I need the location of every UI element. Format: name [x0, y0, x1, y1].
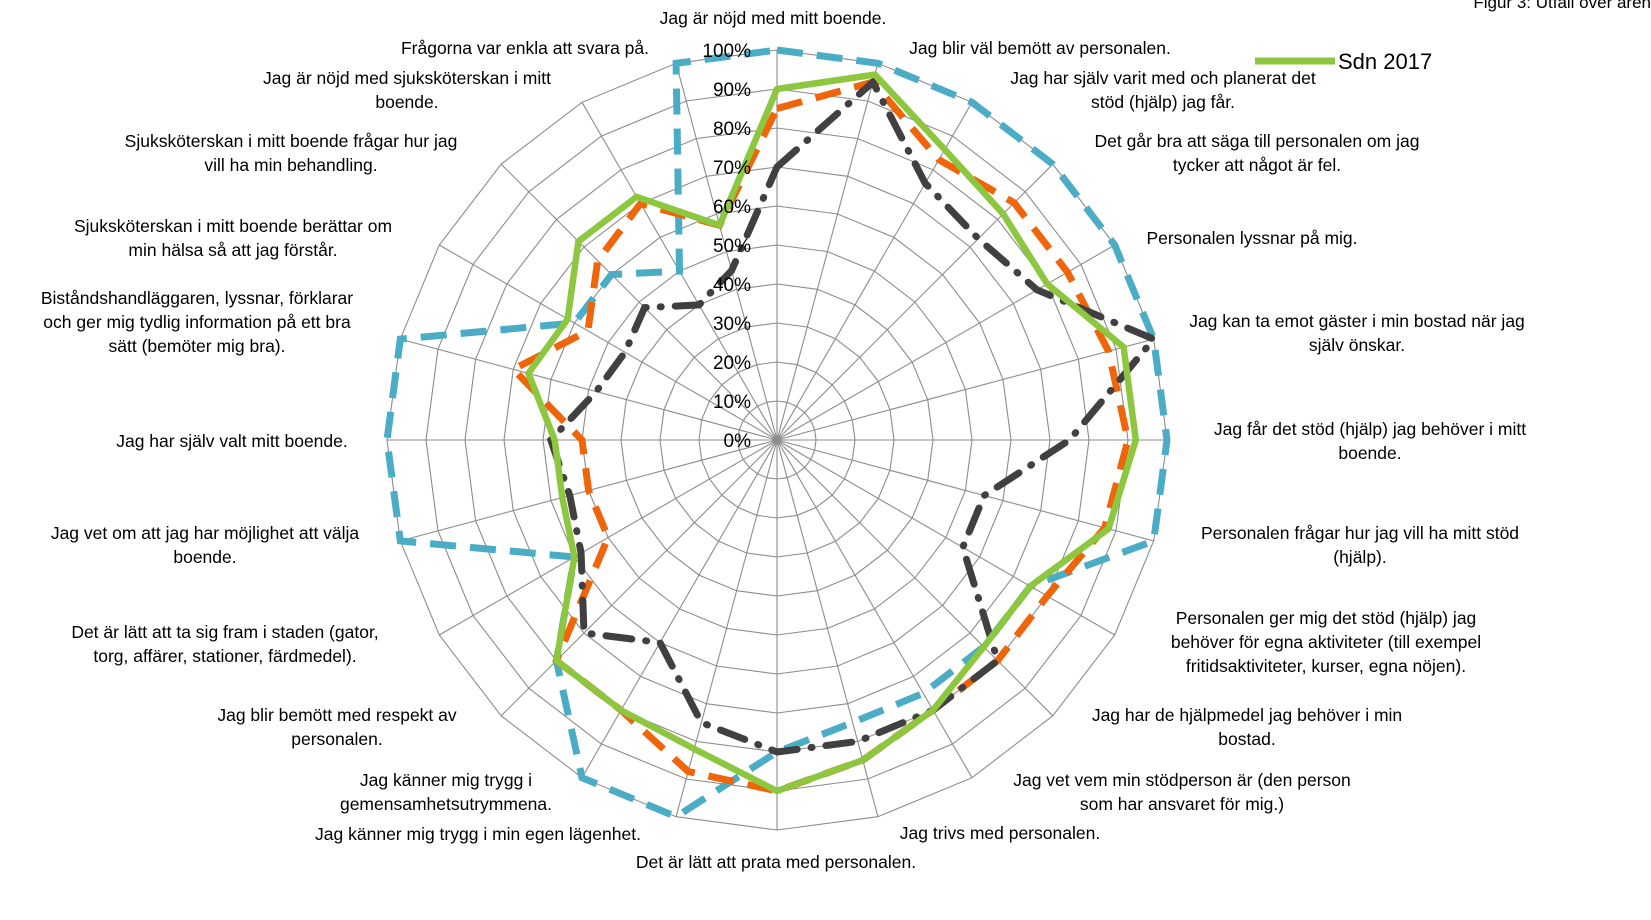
category-label-10: Jag har de hjälpmedel jag behöver i min b… [1092, 705, 1402, 749]
grid-spoke [776, 244, 1115, 441]
category-label-9: Personalen ger mig det stöd (hjälp) jag b… [1171, 608, 1481, 676]
radial-tick-labels: 0% 10% 20% 30% 40% 50% 60% 70% 80% 90% 100% [702, 41, 751, 452]
grid-spoke [776, 163, 1054, 441]
tick-label: 20% [713, 353, 751, 374]
grid-spoke [776, 102, 973, 441]
category-label-18: Jag vet om att jag har möjlighet att väl… [51, 523, 360, 567]
category-label-13: Det är lätt att prata med personalen. [636, 852, 916, 872]
grid-spoke [439, 244, 778, 441]
series-line-4 [525, 71, 1140, 795]
category-label-3: Jag har själv varit med och planerat det… [1010, 68, 1316, 112]
category-label-5: Personalen lyssnar på mig. [1146, 228, 1357, 248]
tick-label: 10% [713, 392, 751, 413]
tick-label: 40% [713, 275, 751, 296]
series-line-2 [507, 78, 1132, 795]
category-label-22: Sjuksköterskan i mitt boende frågar hur … [125, 131, 458, 175]
grid-spoke [776, 439, 1115, 636]
tick-label: 90% [713, 80, 751, 101]
category-label-23: Jag är nöjd med sjuksköterskan i mitt boe… [263, 68, 551, 112]
category-label-7: Jag får det stöd (hjälp) jag behöver i m… [1214, 419, 1526, 463]
radar-grid [386, 49, 1168, 831]
category-labels: Jag är nöjd med mitt boende. Jag blir väl… [41, 8, 1526, 872]
tick-label: 0% [724, 431, 752, 452]
series-line-1 [383, 46, 1171, 821]
grid-spoke [776, 439, 1154, 542]
category-label-11: Jag vet vem min stödperson är (den perso… [1013, 770, 1351, 814]
category-label-16: Jag blir bemött med respekt av personalen… [217, 705, 457, 749]
category-label-2: Jag blir väl bemött av personalen. [909, 38, 1171, 58]
series-layer [383, 46, 1171, 821]
category-label-17: Det är lätt att ta sig fram i staden (ga… [71, 622, 378, 666]
corner-note: Figur 3: Utfall över åren [1473, 0, 1651, 12]
category-label-6: Jag kan ta emot gäster i min bostad när … [1189, 311, 1525, 355]
tick-label: 30% [713, 314, 751, 335]
category-label-20: Biståndshandläggaren, lyssnar, förklarar… [41, 288, 353, 356]
grid-spoke [776, 439, 1054, 717]
category-label-12: Jag trivs med personalen. [900, 823, 1100, 843]
category-label-15: Jag känner mig trygg i gemensamhetsutrymm… [340, 770, 552, 814]
tick-label: 70% [713, 158, 751, 179]
tick-label: 100% [702, 41, 751, 62]
category-label-8: Personalen frågar hur jag vill ha mitt s… [1201, 523, 1519, 567]
category-label-21: Sjuksköterskan i mitt boende berättar om… [74, 216, 392, 260]
grid-spoke [776, 439, 879, 817]
grid-spoke [400, 338, 778, 441]
grid-spoke [776, 63, 879, 441]
grid-spoke [675, 439, 778, 817]
category-label-1: Jag är nöjd med mitt boende. [660, 8, 887, 28]
grid-spoke [500, 163, 778, 441]
legend: Sdn 2017 [1255, 49, 1432, 74]
tick-label: 80% [713, 119, 751, 140]
category-label-24: Frågorna var enkla att svara på. [401, 38, 649, 58]
grid-spoke [500, 439, 778, 717]
category-label-19: Jag har själv valt mitt boende. [116, 431, 348, 451]
grid-spoke [776, 338, 1154, 441]
tick-label: 60% [713, 197, 751, 218]
category-label-4: Det går bra att säga till personalen om … [1095, 131, 1420, 175]
legend-entry-label: Sdn 2017 [1338, 49, 1432, 74]
grid-spoke [675, 63, 778, 441]
grid-spoke [439, 439, 778, 636]
series-line-3 [546, 76, 1160, 756]
grid-spoke [776, 439, 973, 778]
grid-spoke [581, 439, 778, 778]
tick-label: 50% [713, 236, 751, 257]
category-label-14: Jag känner mig trygg i min egen lägenhet… [315, 824, 641, 844]
